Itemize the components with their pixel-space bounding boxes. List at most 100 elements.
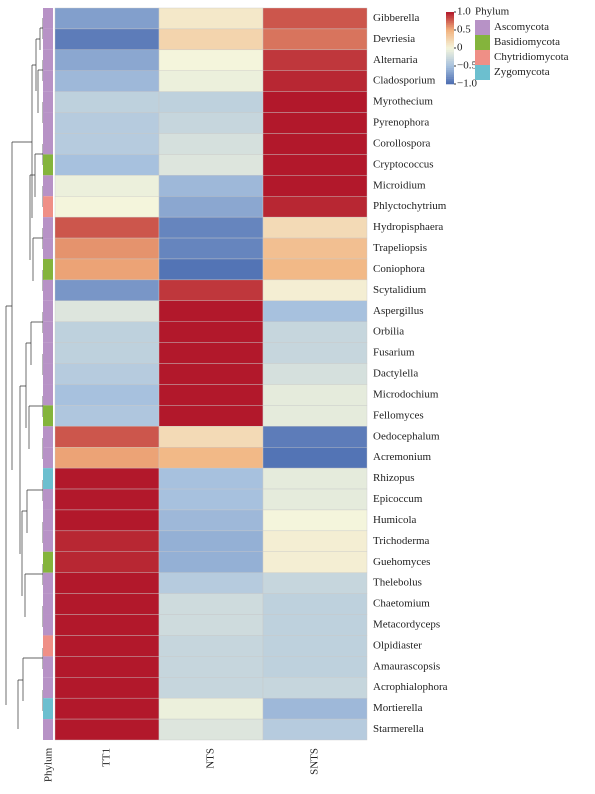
- phylum-cell: [43, 572, 53, 594]
- heat-cell: [54, 447, 160, 469]
- phylum-cell: [43, 719, 53, 740]
- colorbar-segment: [446, 22, 454, 25]
- heat-cell: [54, 677, 160, 699]
- heat-cell: [158, 384, 264, 406]
- colorbar-segment: [446, 55, 454, 58]
- column-label: TT1: [101, 748, 113, 767]
- phylum-cell: [43, 112, 53, 134]
- heat-cell: [54, 154, 160, 176]
- heat-cell: [54, 49, 160, 71]
- heat-cell: [262, 467, 368, 490]
- heat-cell: [158, 718, 264, 741]
- colorbar-segment: [446, 26, 454, 29]
- heat-cell: [158, 133, 264, 155]
- row-label: Myrothecium: [373, 96, 433, 108]
- row-label: Alternaria: [373, 54, 418, 66]
- heat-cell: [54, 7, 160, 30]
- row-label: Amaurascopsis: [373, 660, 440, 672]
- colorbar-segment: [446, 28, 454, 31]
- phylum-cell: [43, 509, 53, 531]
- heat-cell: [158, 467, 264, 490]
- colorbar-segment: [446, 76, 454, 79]
- heat-cell: [54, 697, 160, 720]
- heat-cell: [54, 593, 160, 615]
- heat-cell: [262, 593, 368, 615]
- heat-cell: [158, 49, 264, 71]
- heat-cell: [158, 447, 264, 469]
- row-label: Mortierella: [373, 702, 423, 714]
- heat-cell: [262, 572, 368, 594]
- row-label: Gibberella: [373, 12, 420, 24]
- row-label: Guehomyces: [373, 556, 430, 568]
- phylum-cell: [43, 91, 53, 113]
- heat-cell: [54, 258, 160, 281]
- heat-cell: [158, 614, 264, 636]
- heat-cell: [158, 342, 264, 364]
- heat-cell: [158, 426, 264, 448]
- heat-cell: [54, 112, 160, 134]
- row-label: Chaetomium: [373, 598, 430, 610]
- phylum-cell: [43, 593, 53, 615]
- heat-cell: [54, 718, 160, 741]
- heat-cell: [54, 91, 160, 113]
- phylum-cell: [43, 133, 53, 155]
- phylum-cell: [43, 154, 53, 176]
- colorbar-segment: [446, 53, 454, 56]
- heat-cell: [262, 551, 368, 573]
- heat-cell: [262, 112, 368, 134]
- row-label: Cladosporium: [373, 75, 436, 87]
- heat-cell: [262, 363, 368, 385]
- heat-cell: [262, 91, 368, 113]
- colorbar-tick-label: −0.5: [457, 60, 477, 72]
- phylum-cell: [43, 342, 53, 364]
- heat-cell: [262, 342, 368, 364]
- colorbar-segment: [446, 21, 454, 24]
- colorbar-segment: [446, 80, 454, 83]
- heat-cell: [54, 509, 160, 532]
- row-label: Microdochium: [373, 388, 439, 400]
- row-label: Coniophora: [373, 263, 425, 275]
- heat-cell: [262, 447, 368, 469]
- heat-cell: [54, 551, 160, 573]
- colorbar-segment: [446, 58, 454, 61]
- colorbar-segment: [446, 15, 454, 18]
- row-label: Pyrenophora: [373, 117, 429, 129]
- phylum-cell: [43, 614, 53, 636]
- legend-swatch: [475, 65, 490, 80]
- colorbar-segment: [446, 82, 454, 85]
- row-label: Humicola: [373, 514, 416, 526]
- phylum-cell: [43, 279, 53, 301]
- colorbar-segment: [446, 13, 454, 16]
- colorbar-segment: [446, 40, 454, 43]
- heat-cell: [54, 426, 160, 448]
- colorbar-segment: [446, 12, 454, 15]
- colorbar-segment: [446, 24, 454, 27]
- row-label: Orbilia: [373, 326, 404, 338]
- colorbar-segment: [446, 67, 454, 70]
- phylum-cell: [43, 196, 53, 218]
- colorbar-segment: [446, 75, 454, 78]
- heat-cell: [262, 300, 368, 322]
- colorbar-segment: [446, 60, 454, 63]
- heat-cell: [158, 70, 264, 92]
- heat-cell: [262, 70, 368, 92]
- heat-cell: [262, 635, 368, 657]
- heat-cell: [158, 363, 264, 385]
- colorbar-segment: [446, 35, 454, 38]
- heat-cell: [158, 154, 264, 176]
- legend-swatch: [475, 20, 490, 35]
- phylum-cell: [43, 677, 53, 699]
- row-label: Olpidiaster: [373, 639, 422, 651]
- heat-cell: [54, 342, 160, 364]
- colorbar-segment: [446, 17, 454, 20]
- row-label: Epicoccum: [373, 493, 423, 505]
- colorbar-segment: [446, 49, 454, 52]
- colorbar-tick-label: 0: [457, 42, 463, 54]
- heat-cell: [262, 405, 368, 427]
- heat-cell: [158, 321, 264, 343]
- heat-cell: [158, 593, 264, 615]
- heat-cell: [262, 656, 368, 678]
- legend-swatch: [475, 50, 490, 65]
- phylum-cell: [43, 698, 53, 720]
